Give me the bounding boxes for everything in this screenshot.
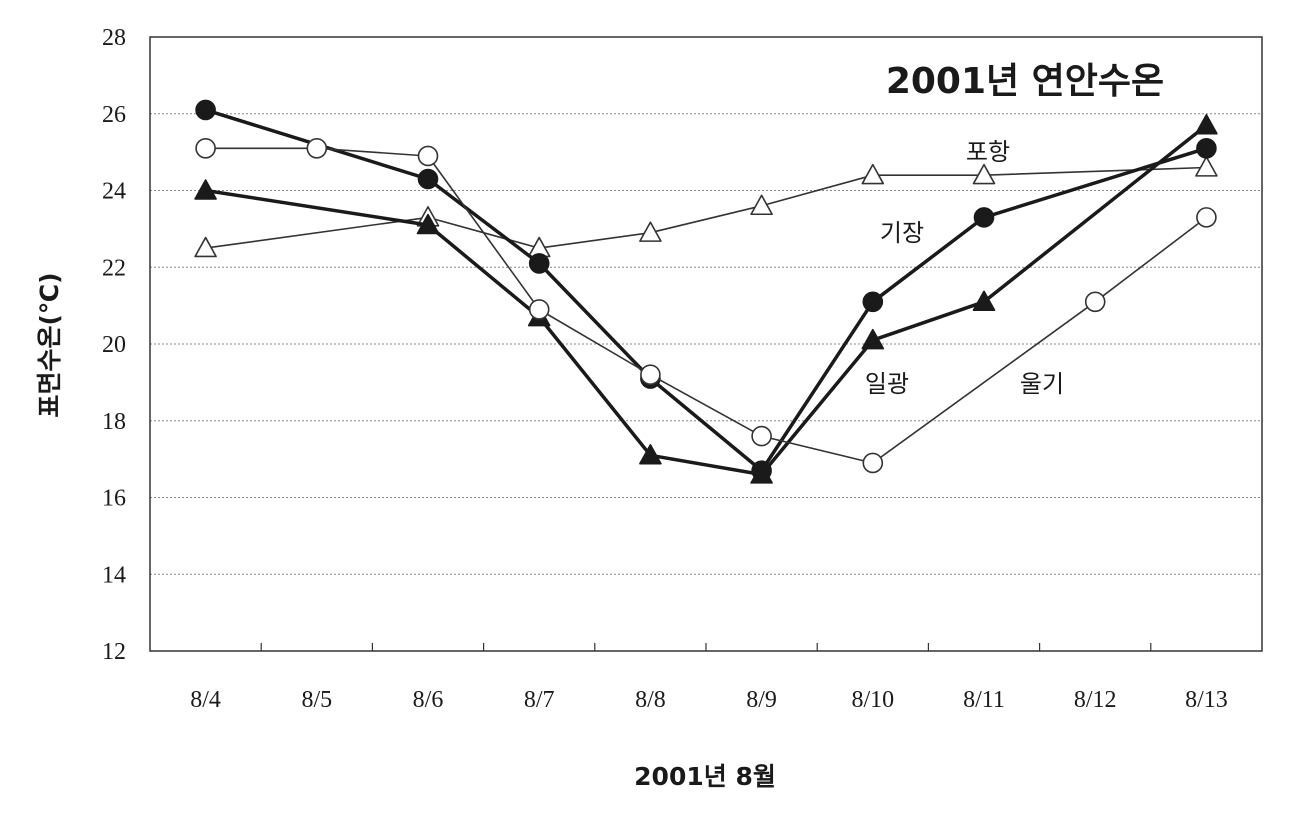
data-point — [750, 463, 773, 484]
data-point — [750, 194, 773, 216]
series-3 — [194, 113, 1218, 484]
data-point — [640, 364, 661, 386]
data-point — [751, 425, 772, 447]
x-tick-label: 8/13 — [1185, 687, 1228, 713]
y-tick-label: 12 — [102, 639, 126, 665]
data-point — [528, 299, 550, 320]
data-point — [1196, 207, 1217, 228]
data-point — [417, 168, 439, 190]
y-tick-label: 28 — [102, 25, 126, 51]
x-axis-ticks — [260, 643, 1152, 651]
data-point — [528, 253, 550, 274]
data-point — [861, 328, 885, 350]
data-point — [195, 99, 216, 121]
x-tick-label: 8/4 — [190, 687, 221, 713]
data-point — [416, 213, 440, 235]
x-tick-label: 8/5 — [301, 687, 332, 713]
data-point — [1195, 156, 1218, 177]
series-line — [205, 108, 1207, 473]
data-point — [972, 290, 996, 311]
series-2 — [195, 99, 1217, 481]
data-point — [861, 163, 885, 185]
y-tick-label: 14 — [102, 562, 126, 588]
grid — [150, 113, 1262, 575]
y-tick-label: 18 — [102, 409, 126, 435]
x-axis-tick-labels: 8/4 8/5 8/6 8/7 8/8 8/9 8/10 8/11 8/12 8/13 — [190, 687, 1227, 713]
data-point — [862, 291, 884, 313]
data-point — [1195, 113, 1218, 135]
data-point — [195, 137, 216, 159]
y-axis-title: 표면수온(℃) — [35, 272, 64, 417]
series-label-ulgi: 울기 — [1020, 370, 1064, 398]
y-axis-tick-labels: 12 14 16 18 20 22 24 26 28 — [102, 25, 126, 665]
data-point — [194, 179, 217, 200]
x-tick-label: 8/6 — [413, 687, 444, 713]
x-tick-label: 8/7 — [524, 687, 555, 713]
series-label-gijang: 기장 — [880, 219, 924, 247]
chart-title: 2001년 연안수온 — [886, 61, 1164, 102]
data-point — [306, 137, 328, 159]
data-point — [194, 236, 217, 258]
y-tick-label: 22 — [102, 255, 126, 281]
series-group — [194, 99, 1218, 484]
data-point — [1196, 137, 1217, 159]
y-tick-label: 16 — [102, 486, 126, 512]
y-tick-label: 26 — [102, 102, 126, 128]
y-tick-label: 20 — [102, 332, 126, 358]
series-line — [205, 166, 1207, 249]
series-label-ilgwang: 일광 — [865, 370, 909, 398]
x-tick-label: 8/9 — [746, 687, 777, 713]
data-point — [639, 443, 662, 465]
x-axis-title: 2001년 8월 — [634, 762, 776, 791]
x-tick-label: 8/11 — [963, 687, 1005, 713]
series-line — [205, 123, 1208, 477]
data-point — [417, 145, 439, 167]
series-4 — [195, 137, 1217, 474]
x-tick-label: 8/8 — [635, 687, 666, 713]
x-tick-label: 8/12 — [1074, 687, 1117, 713]
data-point — [973, 207, 995, 228]
x-tick-label: 8/10 — [851, 687, 894, 713]
data-point — [862, 452, 884, 474]
data-point — [639, 221, 662, 242]
data-point — [1084, 291, 1106, 313]
series-label-pohang: 포항 — [966, 138, 1010, 166]
data-point — [972, 163, 996, 185]
series-1 — [194, 156, 1218, 258]
y-tick-label: 24 — [102, 179, 126, 205]
